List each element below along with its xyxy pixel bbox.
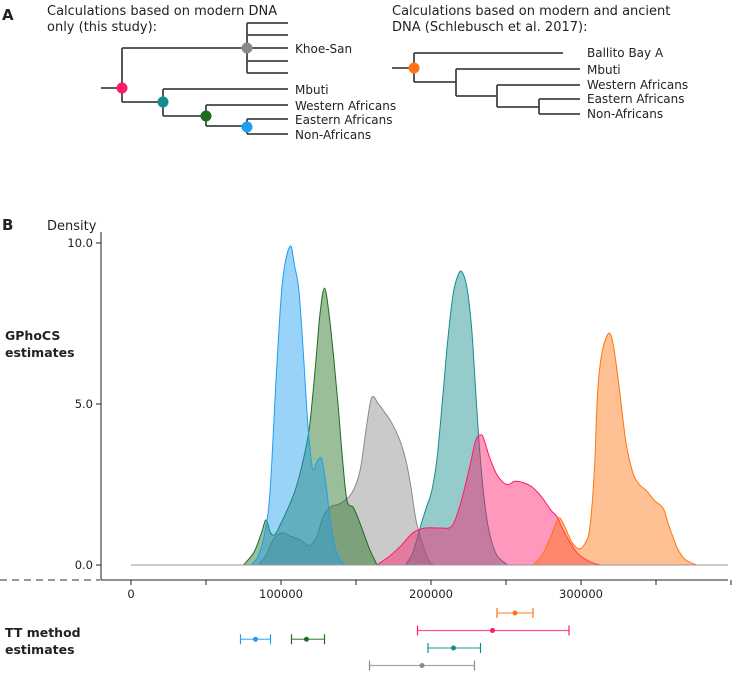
x-tick-label: 200000: [409, 587, 453, 601]
tt-label-line1: TT method: [5, 625, 81, 640]
errorbar-green: [290, 634, 326, 645]
errorbar-mean-point: [419, 663, 425, 668]
tt-label-line2: estimates: [5, 642, 75, 657]
errorbar-pink: [416, 625, 570, 636]
errorbar-blue: [239, 634, 272, 645]
y-axis-label: Density: [47, 219, 97, 234]
density-pink: [375, 434, 601, 566]
right-leaf-mbuti: Mbuti: [587, 63, 621, 77]
errorbar-mean-point: [304, 636, 309, 642]
right-tree-title-line2: DNA (Schlebusch et al. 2017):: [392, 20, 587, 35]
left-tree: [101, 22, 288, 135]
errorbar-orange: [496, 608, 534, 618]
density-blue: [249, 245, 345, 566]
right-leaf-eastern: Eastern Africans: [587, 92, 685, 106]
gphocs-label-line1: GPhoCS: [5, 328, 60, 343]
x-tick-label: 300000: [559, 587, 603, 601]
tt-estimates: [239, 608, 570, 671]
x-tick-label: 100000: [259, 587, 303, 601]
left-leaf-eastern: Eastern Africans: [295, 113, 393, 127]
errorbar-gray: [368, 660, 476, 671]
density-curves: [242, 245, 697, 566]
density-green: [242, 287, 378, 566]
left-leaf-western: Western Africans: [295, 99, 396, 113]
right-tree-title-line1: Calculations based on modern and ancient: [392, 4, 670, 19]
right-leaf-ballito: Ballito Bay A: [587, 46, 664, 60]
right-leaf-western: Western Africans: [587, 78, 688, 92]
y-tick-label: 5.0: [75, 397, 93, 411]
left-tree-title-line2: only (this study):: [47, 20, 157, 35]
errorbar-mean-point: [451, 645, 456, 651]
eastern-node-blue: [241, 121, 253, 133]
density-gray: [257, 396, 436, 566]
root-node-pink: [116, 82, 128, 94]
khoesan-node-gray: [241, 42, 253, 54]
left-leaf-mbuti: Mbuti: [295, 83, 329, 97]
panel-a-label: A: [2, 6, 14, 24]
y-axis-ticks: 0.0 5.0 10.0: [67, 236, 101, 572]
density-orange: [531, 332, 697, 566]
western-node-green: [200, 110, 212, 122]
errorbar-mean-point: [253, 636, 258, 642]
y-tick-label: 10.0: [67, 236, 93, 250]
left-leaf-khoesan: Khoe-San: [295, 42, 352, 56]
errorbar-mean-point: [512, 610, 518, 616]
errorbar-mean-point: [490, 628, 495, 633]
right-leaf-nonafricans: Non-Africans: [587, 107, 663, 121]
errorbar-teal: [427, 643, 482, 653]
y-tick-label: 0.0: [75, 558, 93, 572]
left-tree-title-line1: Calculations based on modern DNA: [47, 4, 277, 19]
gphocs-label-line2: estimates: [5, 345, 75, 360]
density-teal: [404, 270, 509, 566]
x-tick-label: 0: [127, 587, 134, 601]
x-axis-ticks: 0 100000 200000 300000: [127, 580, 732, 601]
root-node-orange: [408, 62, 420, 74]
left-leaf-nonafricans: Non-Africans: [295, 128, 371, 142]
panel-b-label: B: [2, 216, 13, 234]
right-tree: [392, 52, 580, 115]
mbuti-node-teal: [157, 96, 169, 108]
